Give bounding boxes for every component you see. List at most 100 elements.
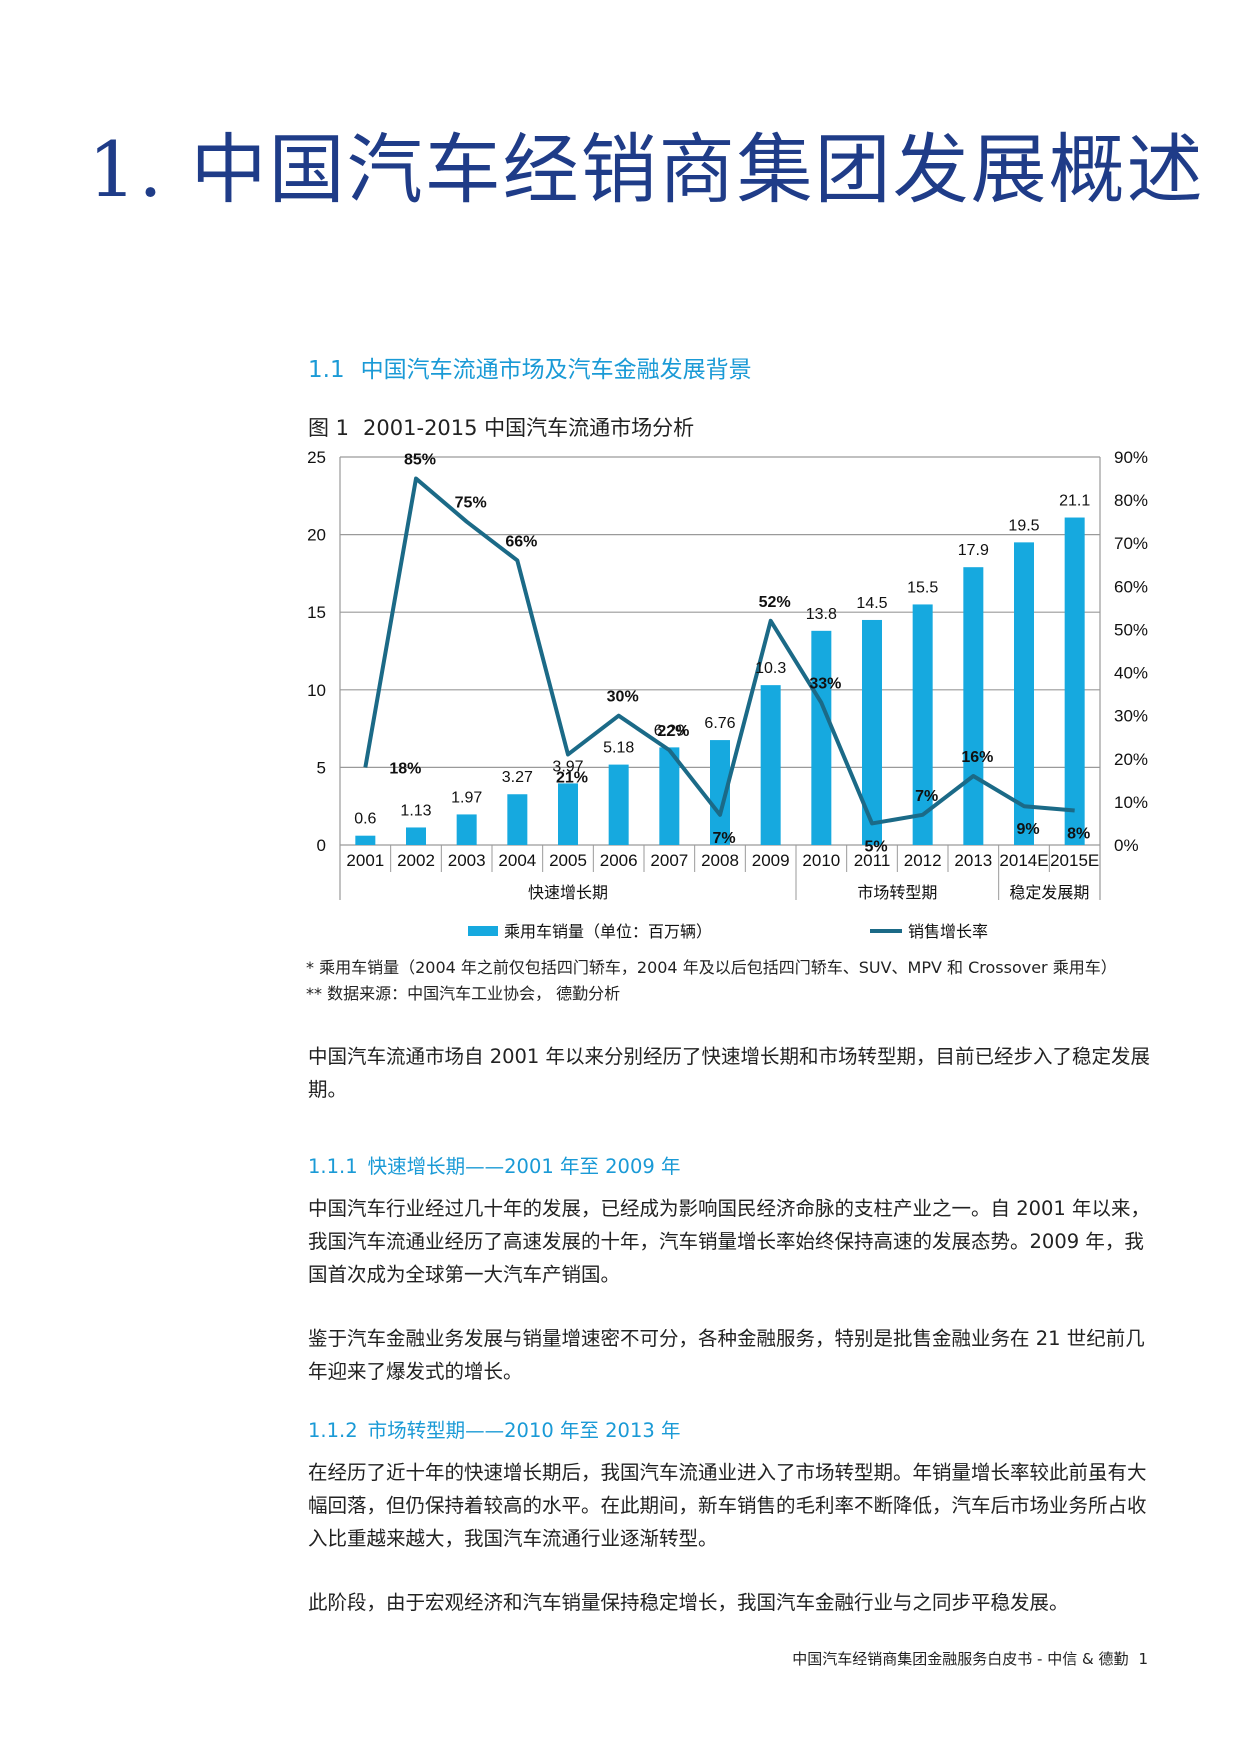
bar-2013 (963, 567, 984, 845)
bar-label-2011: 14.5 (856, 595, 887, 612)
right-tick-label: 0% (1114, 836, 1139, 855)
right-tick-label: 70% (1114, 534, 1148, 553)
bar-2006 (608, 764, 629, 845)
bar-2005 (558, 783, 578, 845)
page-number: 1 (1138, 1650, 1148, 1668)
category-label-2011: 2011 (854, 851, 891, 870)
growth-label-2003: 75% (455, 495, 487, 512)
growth-label-2004: 66% (505, 533, 537, 550)
chart-period-groups: 快速增长期 市场转型期 稳定发展期 (528, 884, 1089, 902)
period-label: 快速增长期 (528, 884, 608, 902)
right-tick-label: 60% (1114, 577, 1148, 596)
right-tick-label: 40% (1114, 664, 1148, 683)
chart-axes (339, 457, 1101, 900)
growth-label-2001: 18% (389, 760, 421, 777)
chart-legend: 乘用车销量（单位：百万辆） 销售增长率 (468, 923, 988, 941)
bar-label-2007: 6.29 (654, 722, 685, 739)
subsection-2-title: 1.1.2 市场转型期——2010 年至 2013 年 (308, 1414, 680, 1443)
growth-label-2008: 7% (712, 830, 735, 847)
growth-label-2007: 22% (657, 723, 689, 740)
subsection-2-paragraph-1: 在经历了近十年的快速增长期后，我国汽车流通业进入了市场转型期。年销量增长率较此前… (308, 1461, 1147, 1550)
growth-label-2002: 85% (404, 452, 436, 469)
category-label-2009: 2009 (752, 851, 790, 870)
footer-text: 中国汽车经销商集团金融服务白皮书 - 中信 & 德勤 (792, 1650, 1129, 1668)
chart-growth-line-group (363, 476, 1075, 826)
intro-paragraph: 中国汽车流通市场自 2001 年以来分别经历了快速增长期和市场转型期，目前已经步… (308, 1045, 1151, 1101)
section-title: 1.1 中国汽车流通市场及汽车金融发展背景 (308, 350, 752, 384)
growth-rate-line (363, 476, 1075, 826)
subsection-2-number: 1.1.2 (308, 1419, 358, 1442)
subsection-1-paragraph-2: 鉴于汽车金融业务发展与销量增速密不可分，各种金融服务，特别是批售金融业务在 21… (308, 1327, 1145, 1383)
left-tick-label: 5 (317, 758, 326, 777)
category-label-2012: 2012 (904, 851, 942, 870)
bar-2002 (406, 827, 426, 845)
bar-label-2005: 3.97 (552, 758, 583, 775)
bar-label-2010: 13.8 (806, 606, 837, 623)
category-label-2015E: 2015E (1050, 851, 1099, 870)
figure-title: 2001-2015 中国汽车流通市场分析 (363, 416, 695, 440)
subsection-2-title-text: 市场转型期——2010 年至 2013 年 (367, 1419, 681, 1442)
growth-label-2014E: 9% (1016, 821, 1039, 838)
bar-2001 (355, 835, 376, 845)
subsection-1-number: 1.1.1 (308, 1155, 358, 1178)
left-tick-label: 15 (307, 603, 326, 622)
bar-label-2013: 17.9 (958, 542, 989, 559)
subsection-2-paragraph-2: 此阶段，由于宏观经济和汽车销量保持稳定增长，我国汽车金融行业与之同步平稳发展。 (308, 1591, 1069, 1614)
legend-line-label: 销售增长率 (908, 923, 988, 941)
growth-label-2011: 5% (864, 838, 887, 855)
subsection-1-paragraph-1: 中国汽车行业经过几十年的发展，已经成为影响国民经济命脉的支柱产业之一。自 200… (308, 1197, 1151, 1286)
category-label-2001: 2001 (346, 851, 384, 870)
category-label-2006: 2006 (600, 851, 638, 870)
bar-label-2006: 5.18 (603, 740, 634, 757)
category-label-2003: 2003 (448, 851, 486, 870)
left-tick-label: 10 (307, 681, 326, 700)
subsection-1-title: 1.1.1 快速增长期——2001 年至 2009 年 (308, 1150, 680, 1179)
chart-note-source: ** 数据来源：中国汽车工业协会， 德勤分析 (306, 984, 621, 1003)
bar-2015E (1064, 517, 1085, 845)
bar-2003 (456, 814, 477, 845)
right-tick-label: 30% (1114, 707, 1148, 726)
left-tick-label: 20 (307, 526, 326, 545)
section-title-text: 中国汽车流通市场及汽车金融发展背景 (360, 357, 752, 383)
bar-2010 (811, 630, 832, 845)
bar-2004 (507, 794, 528, 845)
category-label-2007: 2007 (650, 851, 688, 870)
right-tick-label: 80% (1114, 491, 1148, 510)
growth-label-2006: 30% (607, 689, 639, 706)
bar-2009 (760, 685, 781, 845)
chart-note-definition: * 乘用车销量（2004 年之前仅包括四门轿车，2004 年及以后包括四门轿车、… (306, 958, 1117, 977)
category-label-2014E: 2014E (999, 851, 1048, 870)
page-footer: 中国汽车经销商集团金融服务白皮书 - 中信 & 德勤 1 (792, 1648, 1148, 1669)
period-label: 稳定发展期 (1009, 884, 1089, 902)
bar-label-2015E: 21.1 (1059, 493, 1090, 510)
bar-label-2004: 3.27 (502, 769, 533, 786)
left-tick-label: 25 (307, 448, 326, 467)
category-label-2013: 2013 (954, 851, 992, 870)
growth-label-2009: 52% (759, 594, 791, 611)
period-label: 市场转型期 (857, 884, 937, 902)
growth-label-2015E: 8% (1067, 826, 1090, 843)
right-tick-label: 90% (1114, 448, 1148, 467)
legend-bar-swatch (468, 926, 498, 936)
right-tick-label: 20% (1114, 750, 1148, 769)
right-tick-label: 50% (1114, 620, 1148, 639)
bar-2008 (710, 740, 730, 845)
bar-label-2012: 15.5 (907, 579, 938, 596)
figure-number: 图 1 (308, 416, 350, 440)
growth-label-2013: 16% (961, 749, 993, 766)
chart-notes: * 乘用车销量（2004 年之前仅包括四门轿车，2004 年及以后包括四门轿车、… (306, 955, 1186, 1007)
bar-label-2008: 6.76 (704, 715, 735, 732)
bar-label-2003: 1.97 (451, 789, 482, 806)
category-label-2010: 2010 (802, 851, 840, 870)
bar-2011 (862, 619, 882, 845)
sales-growth-chart: 0.6 1.13 1.97 3.27 3.97 5.18 6.29 6.76 10.3 13.8 1… (307, 448, 1148, 941)
chart-tick-labels: 0 5 10 15 20 25 0% 10% 20% 30% 40% 50% 60% 70% 80% 90% 2… (307, 448, 1148, 870)
bar-label-2002: 1.13 (400, 802, 431, 819)
bar-label-2001: 0.6 (354, 811, 376, 828)
bar-2007 (659, 747, 680, 845)
category-label-2004: 2004 (498, 851, 536, 870)
category-label-2005: 2005 (549, 851, 587, 870)
figure-caption: 图 1 2001-2015 中国汽车流通市场分析 (308, 412, 694, 442)
subsection-1-title-text: 快速增长期——2001 年至 2009 年 (367, 1155, 681, 1178)
bar-label-2014E: 19.5 (1008, 517, 1039, 534)
